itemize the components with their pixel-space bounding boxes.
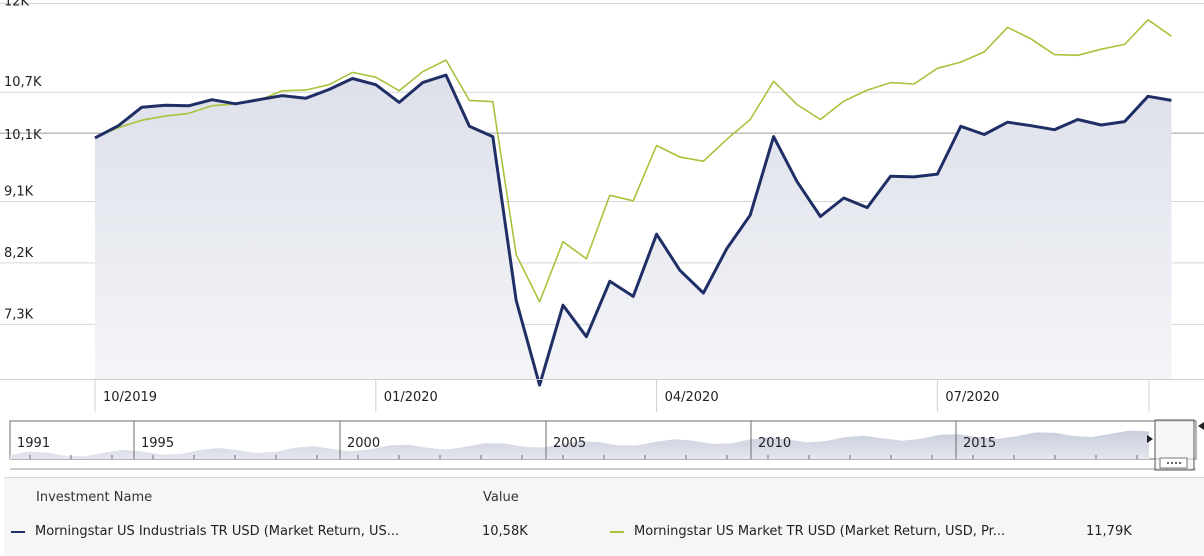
range-navigator[interactable]: 1991 1995 2000 2005 2010 2015	[9, 419, 1204, 471]
navigator-year-label: 2005	[553, 436, 586, 451]
navigator-year-label: 2000	[347, 436, 380, 451]
series-line-industrials	[94, 73, 1172, 387]
y-tick-label: 10,7K	[4, 75, 42, 90]
series-area-industrials	[95, 75, 1172, 386]
x-tick-label: 10/2019	[103, 390, 157, 405]
navigator-handle-right-icon	[1198, 422, 1204, 430]
x-tick-label: 01/2020	[384, 390, 438, 405]
navigator-year-label: 2010	[758, 436, 791, 451]
navigator-year-label: 1995	[141, 436, 174, 451]
legend-header-name: Investment Name	[36, 490, 153, 505]
navigator-scroll-thumb	[1159, 457, 1188, 469]
grip-icon	[1171, 462, 1173, 464]
x-axis: 10/2019 01/2020 04/2020 07/2020	[0, 379, 1204, 412]
legend-swatch-industrials	[11, 531, 25, 533]
grip-icon	[1175, 462, 1177, 464]
navigator-handle-left-icon	[1147, 435, 1153, 443]
navigator-year-label: 1991	[17, 436, 50, 451]
legend-item-industrials-value: 10,58K	[482, 524, 528, 539]
legend-item-market-value: 11,79K	[1086, 524, 1132, 539]
y-tick-label: 12K	[4, 0, 30, 9]
grip-icon	[1167, 462, 1169, 464]
y-tick-label: 10,1K	[4, 128, 42, 143]
navigator-area	[10, 430, 1149, 459]
legend-table: Investment Name Value Morningstar US Ind…	[4, 477, 1204, 556]
y-tick-label: 9,1K	[4, 184, 34, 199]
y-tick-label: 7,3K	[4, 307, 34, 322]
x-tick-label: 07/2020	[945, 390, 999, 405]
legend-swatch-market	[610, 531, 624, 533]
series-line-market	[94, 19, 1172, 303]
main-chart: 12K 10,7K 10,1K 9,1K 8,2K 7,3K 10/2019 01/2020…	[0, 0, 1204, 471]
area-layer	[95, 75, 1172, 386]
x-tick-label: 04/2020	[665, 390, 719, 405]
y-tick-label: 8,2K	[4, 246, 34, 261]
line-layer	[94, 19, 1172, 387]
y-axis-labels: 12K 10,7K 10,1K 9,1K 8,2K 7,3K	[4, 0, 42, 322]
legend-item-market-name[interactable]: Morningstar US Market TR USD (Market Ret…	[634, 524, 1006, 539]
legend-item-industrials-name[interactable]: Morningstar US Industrials TR USD (Marke…	[35, 524, 400, 539]
legend-header-value: Value	[483, 490, 519, 505]
navigator-year-label: 2015	[963, 436, 996, 451]
grip-icon	[1179, 462, 1181, 464]
